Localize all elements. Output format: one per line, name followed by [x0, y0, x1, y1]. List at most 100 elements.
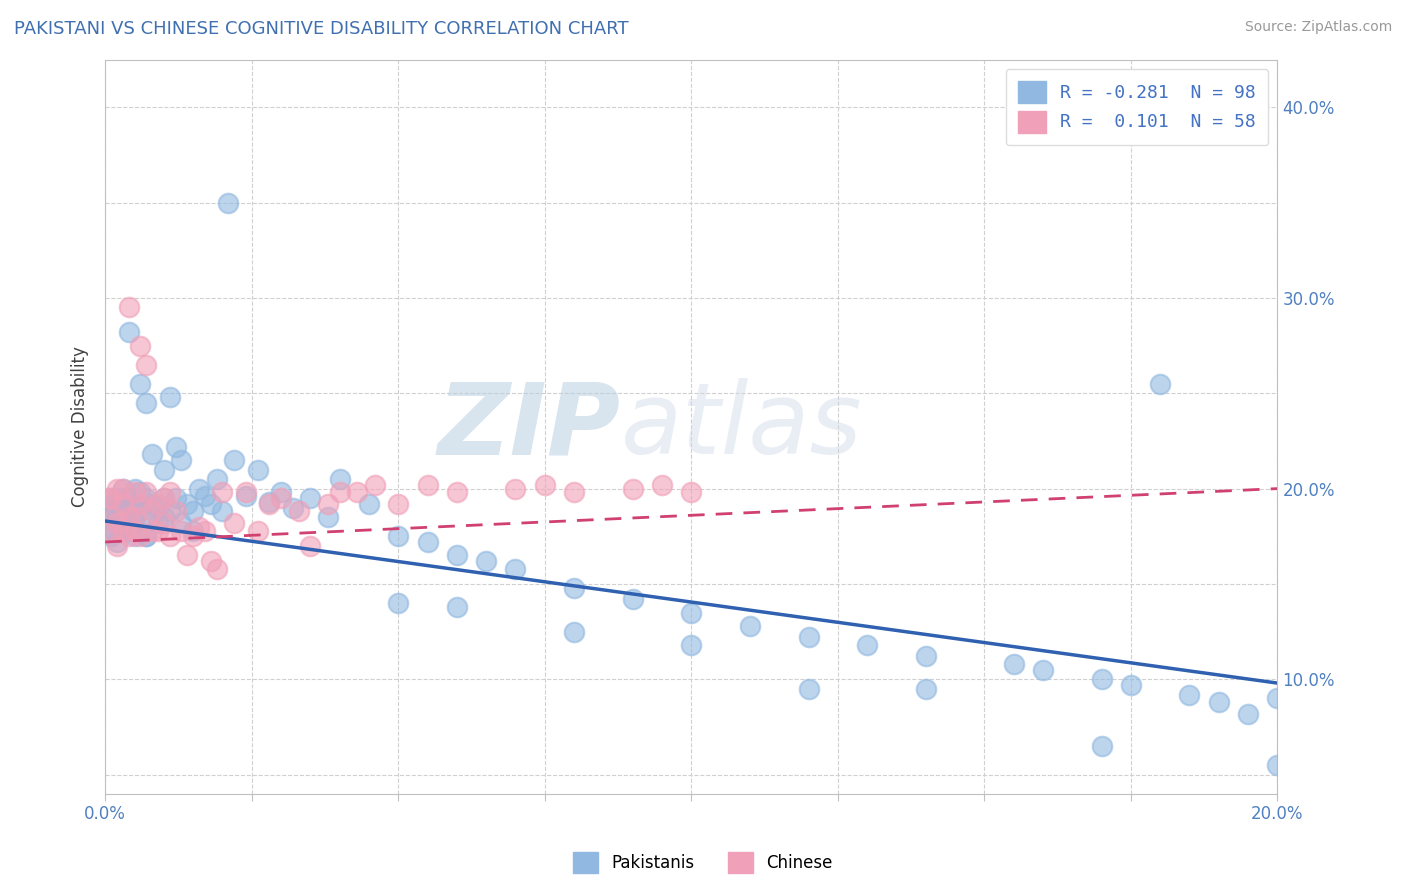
Point — [129, 376, 152, 391]
Point — [621, 482, 644, 496]
Point — [194, 489, 217, 503]
Point — [108, 500, 131, 515]
Point — [118, 491, 141, 505]
Point — [105, 539, 128, 553]
Legend: R = -0.281  N = 98, R =  0.101  N = 58: R = -0.281 N = 98, R = 0.101 N = 58 — [1005, 69, 1268, 145]
Point — [105, 491, 128, 505]
Point — [118, 510, 141, 524]
Point — [118, 301, 141, 315]
Point — [111, 510, 134, 524]
Point — [165, 440, 187, 454]
Point — [100, 529, 122, 543]
Point — [135, 529, 157, 543]
Point — [562, 485, 585, 500]
Point — [235, 489, 257, 503]
Point — [387, 596, 409, 610]
Point — [299, 491, 322, 505]
Point — [124, 529, 146, 543]
Point — [103, 510, 125, 524]
Point — [176, 497, 198, 511]
Point — [135, 396, 157, 410]
Point — [118, 325, 141, 339]
Point — [101, 504, 124, 518]
Point — [159, 529, 181, 543]
Point — [129, 485, 152, 500]
Point — [299, 539, 322, 553]
Text: ZIP: ZIP — [439, 378, 621, 475]
Point — [1208, 695, 1230, 709]
Text: Source: ZipAtlas.com: Source: ZipAtlas.com — [1244, 20, 1392, 34]
Point — [270, 485, 292, 500]
Point — [1090, 673, 1112, 687]
Point — [111, 482, 134, 496]
Point — [124, 510, 146, 524]
Point — [124, 524, 146, 538]
Text: atlas: atlas — [621, 378, 863, 475]
Point — [1119, 678, 1142, 692]
Y-axis label: Cognitive Disability: Cognitive Disability — [72, 346, 89, 507]
Point — [329, 485, 352, 500]
Point — [259, 497, 281, 511]
Point — [176, 549, 198, 563]
Point — [181, 504, 204, 518]
Point — [103, 524, 125, 538]
Point — [105, 504, 128, 518]
Point — [141, 504, 163, 518]
Point — [146, 497, 169, 511]
Point — [416, 477, 439, 491]
Point — [270, 491, 292, 505]
Point — [188, 482, 211, 496]
Point — [129, 504, 152, 518]
Point — [533, 477, 555, 491]
Point — [211, 485, 233, 500]
Point — [165, 504, 187, 518]
Point — [181, 529, 204, 543]
Point — [188, 520, 211, 534]
Point — [118, 524, 141, 538]
Point — [97, 491, 120, 505]
Point — [651, 477, 673, 491]
Point — [738, 619, 761, 633]
Point — [797, 630, 820, 644]
Point — [111, 491, 134, 505]
Point — [224, 516, 246, 530]
Point — [111, 510, 134, 524]
Point — [1267, 758, 1289, 772]
Point — [153, 462, 176, 476]
Point — [129, 497, 152, 511]
Point — [200, 497, 222, 511]
Point — [235, 485, 257, 500]
Point — [1032, 663, 1054, 677]
Point — [856, 638, 879, 652]
Point — [346, 485, 368, 500]
Point — [129, 338, 152, 352]
Point — [446, 599, 468, 614]
Point — [205, 472, 228, 486]
Point — [1149, 376, 1171, 391]
Point — [146, 524, 169, 538]
Point — [1002, 657, 1025, 671]
Point — [681, 485, 703, 500]
Point — [124, 485, 146, 500]
Point — [364, 477, 387, 491]
Point — [387, 529, 409, 543]
Point — [103, 497, 125, 511]
Point — [1237, 706, 1260, 721]
Point — [621, 592, 644, 607]
Legend: Pakistanis, Chinese: Pakistanis, Chinese — [567, 846, 839, 880]
Point — [170, 453, 193, 467]
Point — [111, 482, 134, 496]
Point — [100, 524, 122, 538]
Point — [357, 497, 380, 511]
Point — [105, 482, 128, 496]
Point — [505, 562, 527, 576]
Point — [1178, 688, 1201, 702]
Point — [146, 500, 169, 515]
Point — [170, 516, 193, 530]
Point — [475, 554, 498, 568]
Point — [105, 535, 128, 549]
Point — [446, 485, 468, 500]
Point — [797, 681, 820, 696]
Point — [329, 472, 352, 486]
Point — [141, 524, 163, 538]
